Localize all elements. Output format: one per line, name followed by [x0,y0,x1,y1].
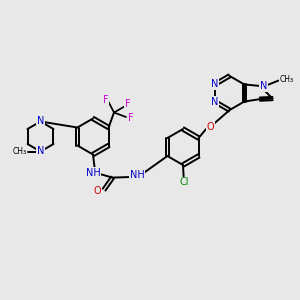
Text: CH₃: CH₃ [12,147,27,156]
Text: O: O [206,122,214,132]
Text: O: O [94,186,101,196]
Text: NH: NH [130,170,145,180]
Text: F: F [128,112,133,123]
Text: F: F [125,99,130,110]
Text: N: N [260,81,267,91]
Text: NH: NH [85,168,100,178]
Text: N: N [211,97,218,106]
Text: N: N [211,80,218,89]
Text: F: F [103,95,108,105]
Text: N: N [37,116,44,127]
Text: CH₃: CH₃ [280,75,294,84]
Text: Cl: Cl [179,177,189,188]
Text: N: N [37,146,44,157]
